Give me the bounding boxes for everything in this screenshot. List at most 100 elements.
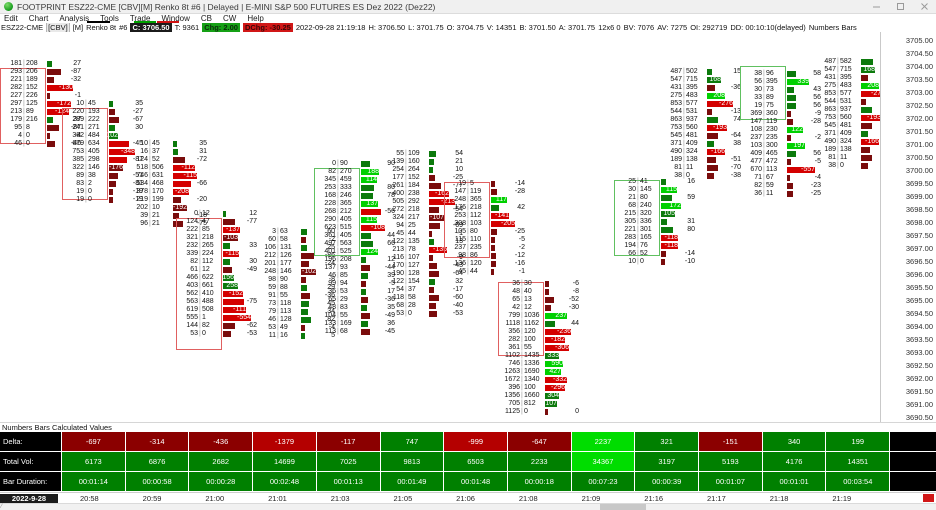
delta-value: -49 [246, 266, 257, 273]
bid-volume: 369 [750, 110, 762, 117]
bid-ask-separator: | [683, 68, 685, 75]
time-axis[interactable]: 2022-9-28 20:58 20:59 21:00 21:01 21:03 21:05 2… [0, 492, 936, 503]
delta-value: -236 [556, 328, 571, 335]
bid-volume: 212 [264, 252, 276, 259]
delta-value: -43 [452, 262, 463, 269]
price-tick: 3704.50 [905, 49, 933, 58]
bid-volume: 1263 [504, 368, 520, 375]
volume-histogram-bar [361, 225, 385, 231]
close-icon[interactable] [912, 0, 936, 13]
footprint-chart-area[interactable]: 181 | 208 27 293 | 206 -87 221 | 189 -32 282 | 152 -130… [0, 32, 936, 422]
ask-volume: 21 [152, 220, 160, 227]
info-change: Chg: 2.00 [202, 23, 240, 32]
menu-item-window[interactable]: Window [161, 14, 190, 23]
volume-histogram-bar [361, 185, 374, 191]
info-cbv[interactable]: [CBV] [46, 23, 70, 32]
delta-value: -166 [710, 148, 725, 155]
bid-ask-separator: | [763, 110, 765, 117]
price-tick: 3703.50 [905, 75, 933, 84]
horizontal-scrollbar[interactable]: ⁄ [0, 503, 936, 510]
bid-ask-separator: | [277, 300, 279, 307]
bid-volume: 10 [140, 140, 148, 147]
ask-volume: 409 [840, 130, 852, 137]
chart-plot-region[interactable]: 181 | 208 27 293 | 206 -87 221 | 189 -32 282 | 152 -130… [0, 32, 895, 422]
study-value-cell: 747 [380, 432, 445, 452]
ask-volume: 265 [202, 242, 214, 249]
menu-item-help[interactable]: Help [247, 14, 264, 23]
volume-histogram-bar [861, 163, 868, 169]
ask-volume: 73 [766, 86, 774, 93]
bid-ask-separator: | [837, 114, 839, 121]
scrollbar-thumb[interactable] [600, 504, 646, 510]
ask-volume: 86 [470, 252, 478, 259]
bid-ask-separator: | [405, 166, 407, 173]
delta-value: -46 [70, 140, 81, 147]
maximize-icon[interactable] [888, 0, 912, 13]
delta-value: -64 [452, 270, 463, 277]
ask-volume: 218 [202, 234, 214, 241]
info-last-price: C: 3706.50 [130, 23, 172, 32]
volume-histogram-bar [429, 247, 447, 253]
volume-histogram-bar [429, 287, 434, 293]
delta-value: 17 [387, 288, 395, 295]
volume-histogram-bar [491, 221, 515, 227]
ask-volume: 206 [26, 68, 38, 75]
volume-histogram-bar [707, 77, 721, 83]
bid-ask-separator: | [277, 292, 279, 299]
study-value-cell: -1379 [253, 432, 317, 452]
delta-value: -36 [384, 296, 395, 303]
bid-volume: 53 [268, 324, 276, 331]
menu-item-tools[interactable]: Tools [100, 14, 119, 23]
price-tick: 3697.50 [905, 231, 933, 240]
info-open-interest: OI: 292719 [690, 23, 728, 32]
bid-ask-separator: | [199, 258, 201, 265]
price-axis[interactable]: 3705.00 3704.50 3704.00 3703.50 3703.00 3702.… [880, 32, 936, 422]
bid-volume: 133 [324, 320, 336, 327]
bid-ask-separator: | [683, 148, 685, 155]
study-value-cell: -314 [125, 432, 190, 452]
volume-histogram-bar [545, 401, 557, 407]
study-value-cell: 14351 [826, 452, 891, 472]
delta-value: -75 [196, 220, 207, 227]
menu-item-trade[interactable]: Trade [129, 14, 151, 23]
bid-ask-separator: | [337, 264, 339, 271]
ask-volume: 112 [202, 258, 214, 265]
ask-volume: 360 [766, 110, 778, 117]
delta-value: -14 [514, 180, 525, 187]
ask-volume: 218 [470, 204, 482, 211]
bid-ask-separator: | [337, 280, 339, 287]
bid-volume: 98 [458, 252, 466, 259]
menu-item-edit[interactable]: Edit [4, 14, 18, 23]
ask-volume: 21 [152, 212, 160, 219]
time-axis-date-label[interactable]: 2022-9-28 [0, 493, 58, 503]
bid-volume: 213 [392, 246, 404, 253]
menu-item-chart[interactable]: Chart [28, 14, 49, 23]
bid-ask-separator: | [521, 408, 523, 415]
menu-item-cb[interactable]: CB [200, 14, 213, 23]
volume-histogram-bar [861, 91, 885, 97]
delta-value: -162 [434, 190, 449, 197]
delta-value: 36 [387, 320, 395, 327]
minimize-icon[interactable] [864, 0, 888, 13]
ask-volume: 125 [26, 100, 38, 107]
delta-value: -172 [56, 100, 71, 107]
menu-item-cw[interactable]: CW [223, 14, 237, 23]
ask-volume: 160 [408, 158, 420, 165]
delta-value: -10 [684, 258, 695, 265]
bid-volume: 53 [396, 310, 404, 317]
bid-ask-separator: | [683, 164, 685, 171]
volume-histogram-bar [109, 117, 119, 123]
volume-histogram-bar [361, 209, 381, 215]
bid-ask-separator: | [837, 90, 839, 97]
volume-histogram-bar [361, 265, 370, 271]
ask-volume: 89 [26, 108, 34, 115]
info-ticks: 12x6 0 [598, 23, 621, 32]
bid-ask-separator: | [763, 174, 765, 181]
volume-histogram-bar [361, 233, 371, 239]
volume-histogram-bar [661, 203, 681, 209]
menu-item-analysis[interactable]: Analysis [59, 14, 90, 23]
ask-volume: 107 [408, 254, 420, 261]
bid-volume: 220 [72, 108, 84, 115]
bid-volume: 227 [10, 92, 22, 99]
delta-value: 54 [455, 150, 463, 157]
